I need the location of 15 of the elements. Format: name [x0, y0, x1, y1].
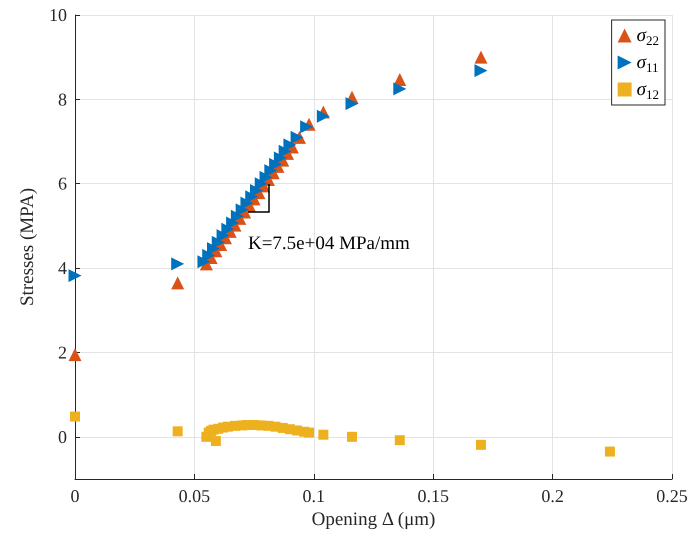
x-tick-label: 0.25 — [656, 486, 688, 506]
y-tick-label: 0 — [58, 426, 67, 447]
x-tick-label: 0.15 — [417, 486, 449, 506]
y-tick-label: 4 — [58, 258, 67, 278]
x-tick-label: 0.1 — [302, 486, 326, 506]
x-tick-label: 0.05 — [178, 486, 210, 506]
y-tick-label: 6 — [58, 174, 67, 194]
x-tick-label: 0 — [70, 486, 80, 506]
x-tick-label: 0.2 — [541, 486, 564, 506]
y-tick-label: 2 — [58, 342, 67, 362]
x-axis-title: Opening Δ (μm) — [312, 508, 436, 530]
y-axis-title: Stresses (MPA) — [17, 188, 38, 306]
annotation: K=7.5e+04 MPa/mm — [248, 233, 410, 254]
y-tick-label: 8 — [58, 89, 67, 110]
y-tick-label: 10 — [49, 5, 67, 25]
